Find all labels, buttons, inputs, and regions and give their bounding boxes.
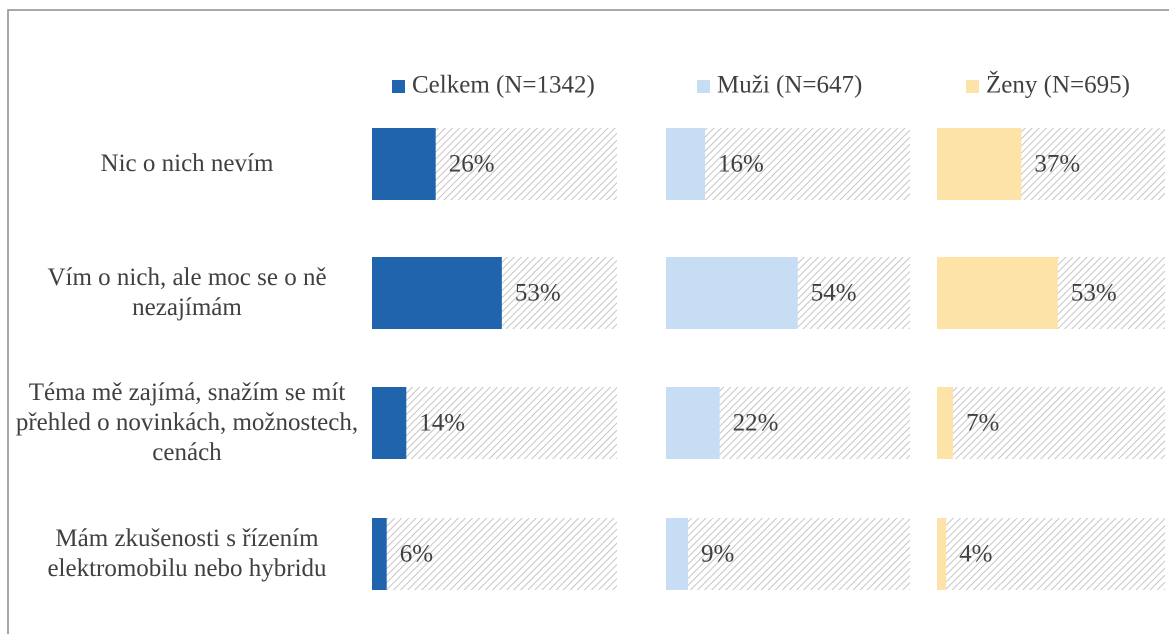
value-label: 6% [400, 541, 433, 568]
category-label: Nic o nich nevím [100, 150, 274, 177]
legend-label: Ženy (N=695) [986, 71, 1130, 99]
value-label: 14% [419, 410, 465, 437]
value-label: 54% [811, 280, 857, 307]
frame [7, 9, 1169, 634]
bar-background [372, 518, 617, 590]
bar-background [666, 518, 910, 590]
value-label: 26% [449, 151, 495, 178]
bar [937, 128, 1022, 200]
bar-background [666, 128, 910, 200]
bar [666, 257, 798, 329]
bar [937, 518, 947, 590]
bar [937, 257, 1058, 329]
value-label: 53% [1071, 280, 1117, 307]
value-label: 4% [959, 541, 992, 568]
legend-label: Celkem (N=1342) [412, 72, 595, 99]
value-label: 53% [515, 280, 561, 307]
legend-swatch [392, 80, 405, 93]
value-label: 16% [718, 151, 764, 178]
bar [372, 387, 407, 459]
value-label: 7% [966, 410, 999, 437]
legend-label: Muži (N=647) [717, 72, 862, 99]
category-label: Mám zkušenosti s řízením elektromobilu n… [47, 525, 327, 582]
bar-background [372, 387, 617, 459]
legend-swatch [697, 80, 710, 93]
bar-background [937, 518, 1165, 590]
legend-swatch [966, 80, 979, 93]
bar [666, 387, 720, 459]
category-label: Vím o nich, ale moc se o ně nezajímám [47, 264, 327, 321]
value-label: 37% [1034, 151, 1080, 178]
bar-background [937, 387, 1165, 459]
bar [666, 518, 688, 590]
bar [937, 387, 953, 459]
bar [372, 518, 387, 590]
bar [372, 128, 436, 200]
bar [372, 257, 502, 329]
bar [666, 128, 706, 200]
value-label: 9% [701, 541, 734, 568]
value-label: 22% [733, 410, 779, 437]
category-label: Téma mě zajímá, snažím se mít přehled o … [15, 379, 359, 466]
